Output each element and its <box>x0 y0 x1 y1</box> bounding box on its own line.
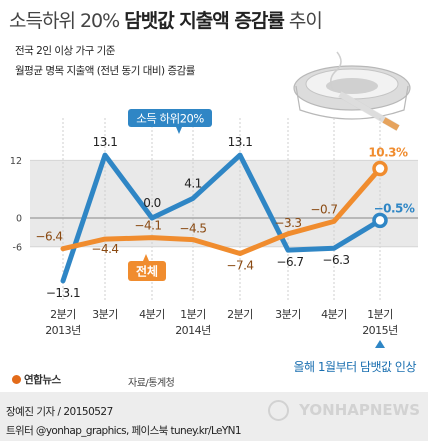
price-hike-note: 올해 1월부터 담뱃값 인상 <box>293 360 417 374</box>
subtitle-measure: 월평균 명목 지출액 (전년 동기 대비) 증감률 <box>15 65 195 77</box>
logo-mark-icon <box>12 375 21 384</box>
data-label: 0.0 <box>143 196 161 210</box>
data-label: −7.4 <box>226 259 253 273</box>
credit-social: 트위터 @yonhap_graphics, 페이스북 tuney.kr/LeYN… <box>6 425 242 437</box>
note-arrow <box>375 340 385 348</box>
title-part-end: 추이 <box>288 10 323 32</box>
x-tick-label: 1분기 <box>180 308 206 321</box>
legend-total-box <box>128 261 166 281</box>
logo-text: 연합뉴스 <box>24 374 61 386</box>
series-line-total <box>60 166 383 257</box>
title-part-light: 소득하위 20% <box>9 10 120 32</box>
data-label: −6.7 <box>276 255 303 269</box>
y-tick-label: 0 <box>16 214 22 225</box>
data-label: −0.5% <box>374 201 415 215</box>
legend-low-income-label: 소득 하위20% <box>136 112 204 126</box>
data-label: −4.4 <box>91 242 118 256</box>
series-end-marker <box>372 160 388 177</box>
legend-low-income-pointer <box>176 127 182 134</box>
shaded-band <box>30 160 418 247</box>
data-label: 4.1 <box>184 176 202 190</box>
legend-total-label: 전체 <box>136 264 158 279</box>
yonhap-logo: 연합뉴스 <box>12 372 61 387</box>
x-tick-label: 3분기 <box>275 308 301 321</box>
data-label: −6.4 <box>35 230 62 244</box>
x-tick-label: 2분기 <box>227 308 253 321</box>
x-year-label: 2015년 <box>362 324 398 337</box>
data-label: −6.3 <box>322 253 349 267</box>
data-label: 13.1 <box>228 135 253 149</box>
cigarette-icon <box>330 51 400 132</box>
data-label: −3.3 <box>274 216 301 230</box>
data-label: −4.1 <box>134 219 161 233</box>
x-tick-label: 3분기 <box>92 308 118 321</box>
source-note: 자료/통계청 <box>128 378 175 389</box>
footer-bar <box>0 392 428 441</box>
x-tick-label: 4분기 <box>139 308 165 321</box>
legend-total-pointer <box>143 254 149 261</box>
x-axis-ticks: 2분기 2013년 3분기 4분기 1분기 2014년 2분기 3분기 4분기 1분기 2015년 <box>45 308 398 337</box>
data-label: −0.7 <box>310 202 337 216</box>
legend-low-income-box <box>128 109 212 127</box>
data-label: 13.1 <box>93 135 118 149</box>
watermark-logo-icon <box>268 400 289 421</box>
plot-area: 12 0 -6 <box>10 118 418 300</box>
data-label: −13.1 <box>46 286 80 300</box>
y-tick-label: -6 <box>13 242 22 253</box>
ashtray-icon <box>293 65 411 120</box>
chart-title: 소득하위 20% 담뱃값 지출액 증감률 추이 <box>9 6 323 33</box>
legend: 소득 하위20% 전체 <box>128 109 212 281</box>
x-tick-label: 2분기 <box>50 308 76 321</box>
credit-reporter: 장예진 기자 / 20150527 <box>6 406 113 418</box>
title-part-bold: 담뱃값 지출액 증감률 <box>124 10 285 32</box>
y-tick-label: 12 <box>10 156 22 167</box>
series-layer <box>60 152 388 284</box>
data-labels: −13.1 13.1 0.0 4.1 13.1 −6.7 −6.3 −0.5% −6.4 −4.4… <box>35 135 415 300</box>
series-line-low-income <box>60 152 383 284</box>
line-chart: 12 0 -6 −13.1 13.1 0.0 4.1 13.1 −6.7 −6.3 −0.5% −6… <box>10 51 418 348</box>
x-year-label: 2013년 <box>45 324 81 337</box>
data-label: −4.5 <box>179 222 206 236</box>
series-end-marker <box>372 212 388 229</box>
watermark-text: YONHAPNEWS <box>299 401 420 419</box>
data-label: 10.3% <box>368 146 408 160</box>
x-tick-label: 4분기 <box>321 308 347 321</box>
x-year-label: 2014년 <box>175 324 211 337</box>
subtitle-household: 전국 2인 이상 가구 기준 <box>15 45 115 57</box>
x-tick-label: 1분기 <box>367 308 393 321</box>
